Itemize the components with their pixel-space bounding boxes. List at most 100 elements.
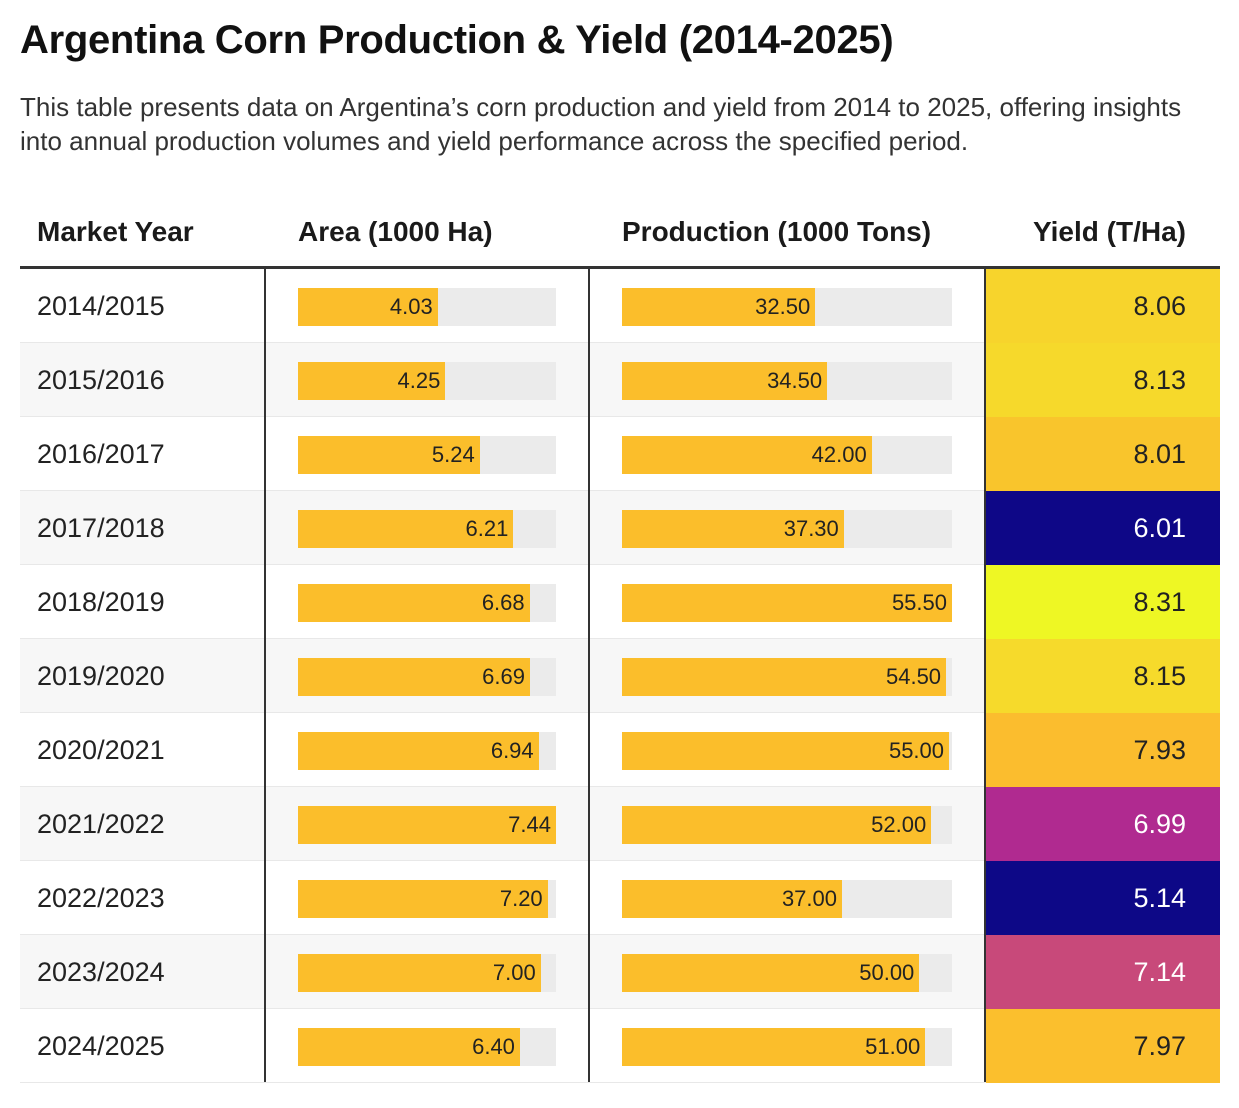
market-year-cell: 2020/2021: [37, 735, 165, 765]
area-value-label: 7.20: [499, 886, 543, 911]
area-bar: 6.40: [298, 1028, 520, 1066]
column-divider: [984, 269, 986, 1082]
area-value-label: 6.68: [481, 590, 525, 615]
area-bar-track: 4.03: [298, 288, 556, 326]
area-bar: 6.21: [298, 510, 514, 548]
production-bar-track: 50.00: [622, 954, 952, 992]
page-title: Argentina Corn Production & Yield (2014-…: [20, 18, 894, 62]
area-bar: 4.25: [298, 362, 446, 400]
market-year-cell: 2018/2019: [37, 587, 165, 617]
production-bar-track: 37.30: [622, 510, 952, 548]
area-bar-track: 6.94: [298, 732, 556, 770]
production-value-label: 52.00: [871, 812, 927, 837]
market-year-cell: 2023/2024: [37, 957, 165, 987]
area-value-label: 4.25: [397, 368, 441, 393]
area-bar: 7.00: [298, 954, 541, 992]
production-bar-track: 51.00: [622, 1028, 952, 1066]
table-header: Market Year Area (1000 Ha) Production (1…: [20, 196, 1220, 269]
production-value-label: 51.00: [865, 1034, 921, 1059]
production-bar: 32.50: [622, 288, 816, 326]
market-year-cell: 2017/2018: [37, 513, 165, 543]
production-bar-track: 37.00: [622, 880, 952, 918]
production-value-label: 55.00: [888, 738, 945, 763]
yield-cell: 7.97: [986, 1009, 1220, 1083]
yield-cell: 5.14: [986, 861, 1220, 935]
area-bar: 5.24: [298, 436, 480, 474]
production-bar-track: 32.50: [622, 288, 952, 326]
area-value-label: 7.00: [492, 960, 536, 985]
production-bar: 51.00: [622, 1028, 926, 1066]
area-bar-track: 5.24: [298, 436, 556, 474]
area-bar-track: 6.68: [298, 584, 556, 622]
production-bar-track: 55.50: [622, 584, 952, 622]
market-year-cell: 2022/2023: [37, 883, 165, 913]
table-row: 2018/2019 6.68 55.50 8.31: [20, 565, 1220, 639]
production-bar: 52.00: [622, 806, 932, 844]
area-bar: 6.68: [298, 584, 530, 622]
yield-cell: 7.93: [986, 713, 1220, 787]
page-subtitle: This table presents data on Argentina’s …: [20, 92, 1182, 156]
production-bar: 50.00: [622, 954, 920, 992]
table-row: 2024/2025 6.40 51.00 7.97: [20, 1009, 1220, 1083]
area-value-label: 7.44: [508, 812, 551, 837]
production-value-label: 50.00: [859, 960, 915, 985]
column-header-production: Production (1000 Tons): [622, 216, 932, 247]
yield-cell: 6.01: [986, 491, 1220, 565]
table-row: 2014/2015 4.03 32.50 8.06: [20, 269, 1220, 343]
production-bar-track: 52.00: [622, 806, 952, 844]
production-bar: 34.50: [622, 362, 828, 400]
table-row: 2021/2022 7.44 52.00 6.99: [20, 787, 1220, 861]
column-divider: [264, 269, 266, 1082]
column-divider: [588, 269, 590, 1082]
table-row: 2023/2024 7.00 50.00 7.14: [20, 935, 1220, 1009]
column-header-market-year: Market Year: [37, 216, 194, 247]
area-bar-track: 4.25: [298, 362, 556, 400]
column-header-yield: Yield (T/Ha): [1033, 216, 1186, 247]
area-bar: 4.03: [298, 288, 438, 326]
yield-cell: 8.31: [986, 565, 1220, 639]
area-bar-track: 6.69: [298, 658, 556, 696]
market-year-cell: 2024/2025: [37, 1031, 165, 1061]
production-bar-track: 54.50: [622, 658, 952, 696]
production-value-label: 55.50: [891, 590, 947, 615]
area-bar-track: 7.00: [298, 954, 556, 992]
table-row: 2017/2018 6.21 37.30 6.01: [20, 491, 1220, 565]
area-value-label: 5.24: [431, 442, 475, 467]
area-bar: 6.69: [298, 658, 530, 696]
market-year-cell: 2019/2020: [37, 661, 165, 691]
yield-cell: 8.15: [986, 639, 1220, 713]
yield-cell: 8.01: [986, 417, 1220, 491]
area-value-label: 6.94: [490, 738, 534, 763]
production-bar: 55.00: [622, 732, 950, 770]
table-row: 2015/2016 4.25 34.50 8.13: [20, 343, 1220, 417]
market-year-cell: 2015/2016: [37, 365, 165, 395]
area-bar-track: 6.21: [298, 510, 556, 548]
data-table: Market Year Area (1000 Ha) Production (1…: [20, 196, 1220, 1083]
table-row: 2016/2017 5.24 42.00 8.01: [20, 417, 1220, 491]
table-row: 2022/2023 7.20 37.00 5.14: [20, 861, 1220, 935]
area-value-label: 6.40: [472, 1034, 515, 1059]
table-body: 2014/2015 4.03 32.50 8.06 2015/2016 4.25 34.50…: [20, 269, 1220, 1083]
column-header-area: Area (1000 Ha): [298, 216, 493, 247]
table-row: 2020/2021 6.94 55.00 7.93: [20, 713, 1220, 787]
production-bar: 55.50: [622, 584, 952, 622]
area-value-label: 6.21: [465, 516, 509, 541]
production-bar-track: 34.50: [622, 362, 952, 400]
production-bar: 42.00: [622, 436, 872, 474]
production-bar-track: 55.00: [622, 732, 952, 770]
area-value-label: 4.03: [389, 294, 433, 319]
table-row: 2019/2020 6.69 54.50 8.15: [20, 639, 1220, 713]
production-value-label: 37.30: [783, 516, 839, 541]
market-year-cell: 2021/2022: [37, 809, 165, 839]
area-bar: 7.44: [298, 806, 556, 844]
production-value-label: 54.50: [885, 664, 942, 689]
production-bar: 54.50: [622, 658, 947, 696]
production-value-label: 32.50: [755, 294, 811, 319]
yield-cell: 7.14: [986, 935, 1220, 1009]
production-value-label: 42.00: [811, 442, 867, 467]
production-bar-track: 42.00: [622, 436, 952, 474]
yield-cell: 8.06: [986, 269, 1220, 343]
area-bar-track: 7.44: [298, 806, 556, 844]
yield-cell: 8.13: [986, 343, 1220, 417]
market-year-cell: 2016/2017: [37, 439, 165, 469]
